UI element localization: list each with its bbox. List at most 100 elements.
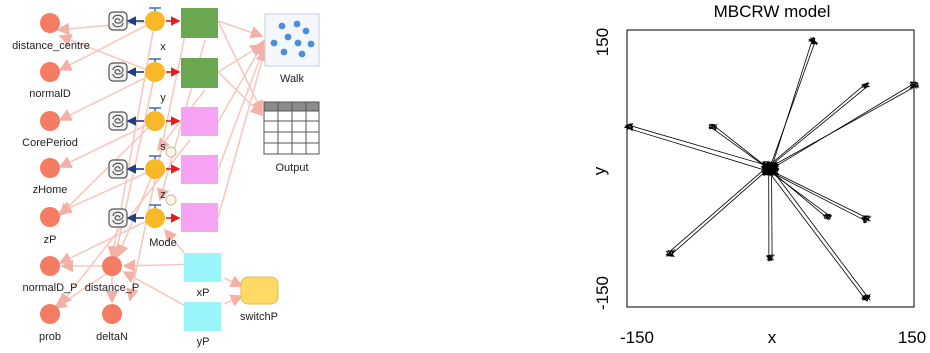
variable-zhome[interactable]: zHome bbox=[33, 158, 68, 196]
variable-label: normalD bbox=[29, 88, 71, 100]
y-tick-bottom: -150 bbox=[593, 276, 612, 310]
arm-line bbox=[767, 170, 866, 299]
output-label: Output bbox=[275, 162, 308, 174]
state-label: y bbox=[160, 92, 166, 104]
variable-label: zHome bbox=[33, 184, 68, 196]
state-nodes: x y s z Mode bbox=[145, 7, 177, 249]
x-tick-right: 150 bbox=[898, 328, 926, 347]
cloud-icon bbox=[108, 62, 128, 82]
endpoint-tangle bbox=[765, 254, 775, 262]
endpoint-tangle bbox=[861, 82, 870, 89]
state-arrows bbox=[126, 16, 181, 223]
state-label: Mode bbox=[149, 237, 177, 249]
valve-icon bbox=[149, 204, 161, 208]
variable-label: prob bbox=[39, 331, 61, 343]
arm-line bbox=[670, 168, 770, 256]
plot-frame bbox=[626, 29, 915, 308]
trajectory-arm bbox=[665, 165, 770, 258]
x-axis-label: x bbox=[768, 328, 777, 347]
stock-x[interactable] bbox=[181, 8, 218, 38]
cloud-icon bbox=[108, 159, 128, 179]
variable-zp[interactable]: zP bbox=[40, 207, 60, 246]
valve-icon bbox=[149, 7, 161, 11]
valve-icon bbox=[149, 155, 161, 159]
arm-line bbox=[668, 165, 769, 253]
arm-line bbox=[770, 41, 816, 167]
flow-yp[interactable]: yP bbox=[184, 302, 221, 348]
variable-nodes: distance_centre normalD CorePeriod zHome… bbox=[12, 13, 139, 343]
trajectory-arm bbox=[767, 170, 872, 224]
walk-widget[interactable]: Walk bbox=[264, 13, 320, 85]
arm-line bbox=[769, 83, 914, 171]
stock-s[interactable] bbox=[181, 107, 218, 136]
model-diagram: distance_centre normalD CorePeriod zHome… bbox=[12, 7, 320, 348]
arm-line bbox=[771, 170, 868, 219]
endpoint-tangle bbox=[708, 123, 718, 131]
variable-label: CorePeriod bbox=[22, 137, 78, 149]
endpoint-tangle bbox=[822, 213, 832, 221]
variable-distance-p[interactable]: distance_P bbox=[85, 256, 139, 294]
ghost-node bbox=[165, 194, 177, 206]
variable-normald[interactable]: normalD bbox=[29, 62, 71, 100]
cloud-icons bbox=[108, 11, 128, 228]
trajectory-arm bbox=[708, 123, 772, 171]
walk-dots-icon bbox=[270, 20, 315, 58]
endpoint-tangle bbox=[861, 293, 871, 302]
arm-line bbox=[771, 170, 828, 219]
trajectory-arm bbox=[769, 81, 919, 171]
variable-prob[interactable]: prob bbox=[39, 304, 61, 343]
arm-line bbox=[767, 170, 866, 222]
endpoint-tangle bbox=[909, 81, 919, 90]
flow-xp[interactable]: xP bbox=[184, 253, 221, 299]
endpoint-tangle bbox=[808, 37, 818, 46]
y-axis-label: y bbox=[590, 166, 609, 175]
arm-line bbox=[770, 40, 813, 170]
trajectory-arm bbox=[767, 82, 870, 168]
arm-line bbox=[628, 128, 770, 172]
variable-coreperiod[interactable]: CorePeriod bbox=[22, 111, 78, 149]
variable-label: normalD_P bbox=[22, 282, 77, 294]
arm-line bbox=[713, 125, 772, 171]
endpoint-tangle bbox=[861, 215, 872, 224]
state-x[interactable]: x bbox=[145, 7, 166, 53]
plot-title: MBCRW model bbox=[714, 2, 831, 21]
variable-deltan[interactable]: deltaN bbox=[96, 304, 128, 343]
valve-icon bbox=[149, 58, 161, 62]
arm-line bbox=[767, 83, 866, 167]
ghost-node bbox=[165, 146, 177, 158]
stock-y[interactable] bbox=[181, 58, 218, 88]
x-tick-left: -150 bbox=[620, 328, 654, 347]
switch-node[interactable]: switchP bbox=[240, 276, 279, 323]
state-mode[interactable]: Mode bbox=[145, 204, 177, 249]
trajectory-paths bbox=[623, 37, 919, 302]
influence-links bbox=[53, 20, 269, 315]
variable-normald-p[interactable]: normalD_P bbox=[22, 256, 78, 294]
flow-label: xP bbox=[197, 287, 210, 299]
arm-line bbox=[771, 86, 915, 167]
trajectory-arm bbox=[770, 37, 818, 170]
trajectory-arm bbox=[768, 170, 832, 221]
cloud-icon bbox=[108, 111, 128, 131]
state-z[interactable]: z bbox=[145, 155, 177, 206]
output-widget[interactable]: Output bbox=[263, 101, 320, 174]
variable-label: distance_P bbox=[85, 282, 139, 294]
cloud-icon bbox=[108, 11, 128, 31]
endpoint-tangle bbox=[665, 249, 676, 258]
variable-distance-centre[interactable]: distance_centre bbox=[12, 13, 90, 52]
cloud-icon bbox=[108, 208, 128, 228]
state-y[interactable]: y bbox=[145, 58, 166, 104]
walk-label: Walk bbox=[280, 73, 305, 85]
arm-line bbox=[629, 125, 768, 166]
state-s[interactable]: s bbox=[145, 107, 177, 158]
trajectory-arm bbox=[765, 165, 775, 262]
variable-label: zP bbox=[44, 234, 57, 246]
stock-z[interactable] bbox=[181, 155, 218, 184]
stock-nodes bbox=[181, 8, 218, 232]
endpoint-tangle bbox=[623, 123, 634, 132]
trajectory-arm bbox=[767, 169, 871, 302]
arm-line bbox=[771, 165, 773, 259]
stock-mode[interactable] bbox=[181, 203, 218, 232]
arm-line bbox=[768, 86, 868, 168]
state-label: z bbox=[160, 189, 166, 201]
